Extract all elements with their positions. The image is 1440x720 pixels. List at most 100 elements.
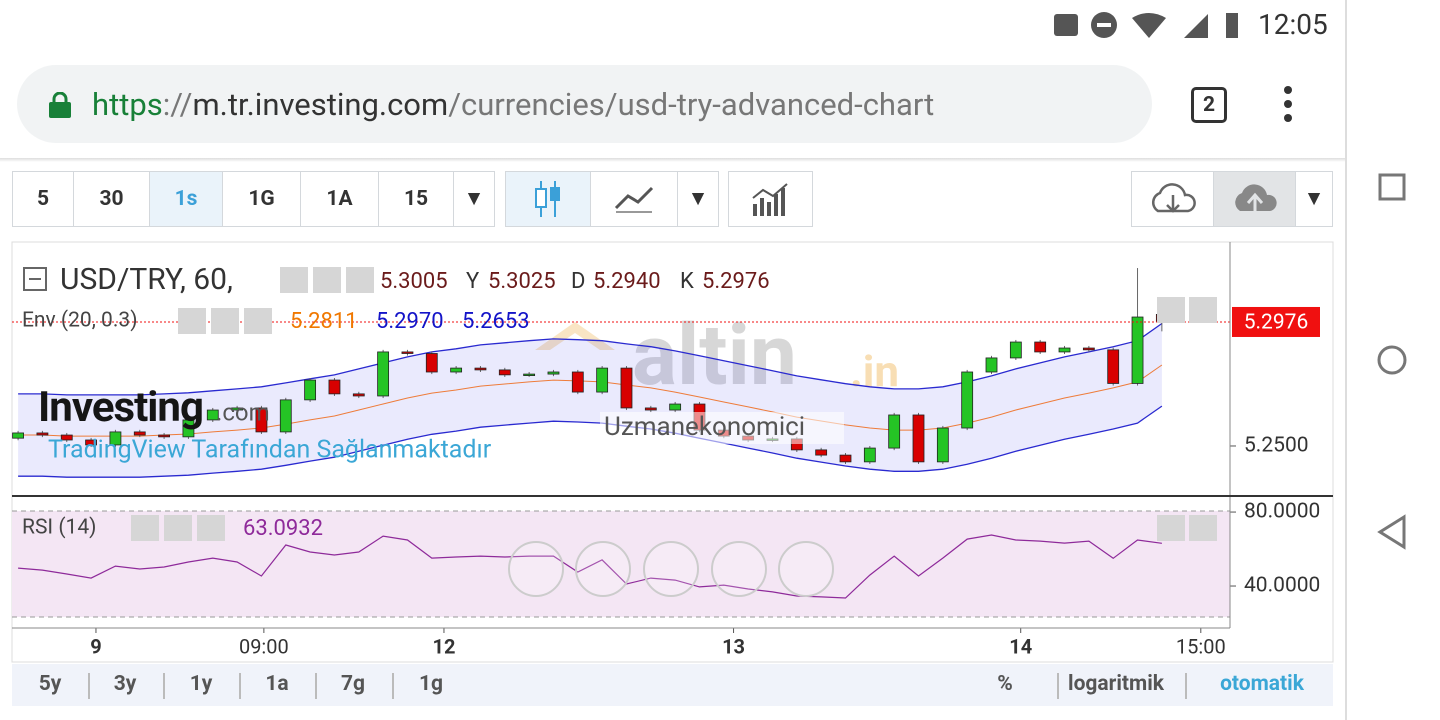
interval-button[interactable]: 1A <box>300 171 379 227</box>
candle-body <box>547 371 560 375</box>
candle-body <box>36 432 49 436</box>
watermark: TradingView Tarafından Sağlanmaktadır <box>48 436 492 465</box>
url-scheme: https <box>92 86 163 123</box>
candle-body <box>961 371 974 429</box>
indicators-icon <box>751 183 788 216</box>
nav-bar <box>1345 0 1440 720</box>
candle-body <box>279 399 292 433</box>
last-price-label: 5.2976 <box>1244 311 1309 335</box>
line-type-button[interactable] <box>590 171 678 227</box>
x-tick-label: 12 <box>432 634 455 658</box>
cloud-dropdown[interactable]: ▼ <box>1295 171 1333 227</box>
envelope-fill <box>18 323 1162 478</box>
legend-icon[interactable] <box>197 515 225 541</box>
legend-icon[interactable] <box>178 308 206 334</box>
x-tick-label: 13 <box>722 634 745 658</box>
watermark: altin <box>632 306 797 405</box>
candle-icon <box>535 181 560 217</box>
url-path: /currencies/usd-try-advanced-chart <box>448 86 935 123</box>
symbol: USD/TRY, 60, <box>60 262 233 297</box>
scale-option[interactable]: logaritmik <box>1068 672 1164 696</box>
status-time: 12:05 <box>1258 8 1328 41</box>
pane-button[interactable] <box>1189 297 1217 323</box>
interval-button[interactable]: 15 <box>378 171 454 227</box>
watermark: .com <box>216 398 270 426</box>
rsi-name: RSI (14) <box>22 516 96 540</box>
envelope-value: 5.2653 <box>462 309 530 334</box>
url-bar[interactable] <box>17 65 1152 143</box>
nav-circle[interactable] <box>711 541 767 597</box>
candle-body <box>1082 347 1095 351</box>
last-price-tag <box>1232 306 1320 337</box>
watermark-bg <box>600 412 844 444</box>
watermark-logo <box>535 322 615 350</box>
separator <box>87 673 90 699</box>
candle-body <box>12 432 24 439</box>
url-host: m.tr.investing.com <box>192 86 449 123</box>
candle-body <box>1009 341 1022 359</box>
range-button[interactable]: 1g <box>418 672 444 696</box>
candle-body <box>158 434 170 438</box>
download-button[interactable] <box>1131 171 1214 227</box>
candle-body <box>328 379 341 395</box>
candle-body <box>304 379 317 401</box>
separator <box>315 673 317 699</box>
chart-frame <box>11 241 1334 663</box>
nav-circle[interactable] <box>575 541 631 597</box>
candle-body <box>596 367 609 393</box>
nav-buttons[interactable] <box>1370 165 1420 565</box>
legend-icon[interactable] <box>244 308 272 334</box>
nav-circle[interactable] <box>778 541 834 597</box>
candle-body <box>352 393 365 397</box>
range-button[interactable]: 1a <box>265 672 289 696</box>
range-button[interactable]: 1y <box>189 672 213 696</box>
candle-body <box>1107 349 1120 384</box>
candle-body <box>1034 341 1047 353</box>
upload-button[interactable] <box>1213 171 1296 227</box>
ohlc-value: 5.3005 <box>380 269 448 294</box>
range-button[interactable]: 3y <box>113 672 137 696</box>
ohlc-key: K <box>680 269 694 294</box>
scale-option[interactable]: otomatik <box>1220 672 1304 696</box>
watermark: Investing <box>38 383 203 432</box>
collapse-box <box>23 267 47 291</box>
legend-icon[interactable] <box>211 308 239 334</box>
legend-icon[interactable] <box>280 267 308 293</box>
interval-button[interactable]: 30 <box>73 171 150 227</box>
scale-option[interactable]: % <box>997 672 1013 696</box>
interval-dropdown[interactable]: ▼ <box>453 171 495 227</box>
pane-button[interactable] <box>1189 515 1217 541</box>
menu-button[interactable] <box>1278 86 1298 122</box>
separator <box>1185 673 1187 699</box>
type-dropdown[interactable]: ▼ <box>677 171 719 227</box>
candle-body <box>401 351 414 354</box>
nav-circle[interactable] <box>508 541 564 597</box>
legend-icon[interactable] <box>131 515 159 541</box>
separator <box>1056 673 1059 699</box>
tab-count[interactable]: 2 <box>1191 87 1227 123</box>
pane-button[interactable] <box>1157 515 1185 541</box>
candle-body <box>474 367 487 371</box>
interval-button[interactable]: 1G <box>222 171 301 227</box>
interval-button[interactable]: 5 <box>12 171 74 227</box>
candle-body <box>109 431 122 446</box>
indicators-button[interactable] <box>728 171 813 227</box>
x-tick-label: 15:00 <box>1176 634 1226 658</box>
range-button[interactable]: 5y <box>38 672 62 696</box>
legend-icon[interactable] <box>313 267 341 293</box>
candle-body <box>571 371 584 393</box>
y-tick-label: 80.0000 <box>1244 500 1320 524</box>
range-button[interactable]: 7g <box>340 672 366 696</box>
candle-body <box>450 367 463 373</box>
legend-icon[interactable] <box>346 267 374 293</box>
nav-circle[interactable] <box>643 541 699 597</box>
interval-button[interactable]: 1s <box>149 171 223 227</box>
pane-button[interactable] <box>1157 297 1185 323</box>
legend-icon[interactable] <box>164 515 192 541</box>
y-tick-label: 40.0000 <box>1244 574 1320 598</box>
envelope-value: 5.2811 <box>290 309 358 334</box>
separator <box>163 673 165 699</box>
status-icons <box>1052 10 1242 40</box>
candle-body <box>936 427 949 463</box>
